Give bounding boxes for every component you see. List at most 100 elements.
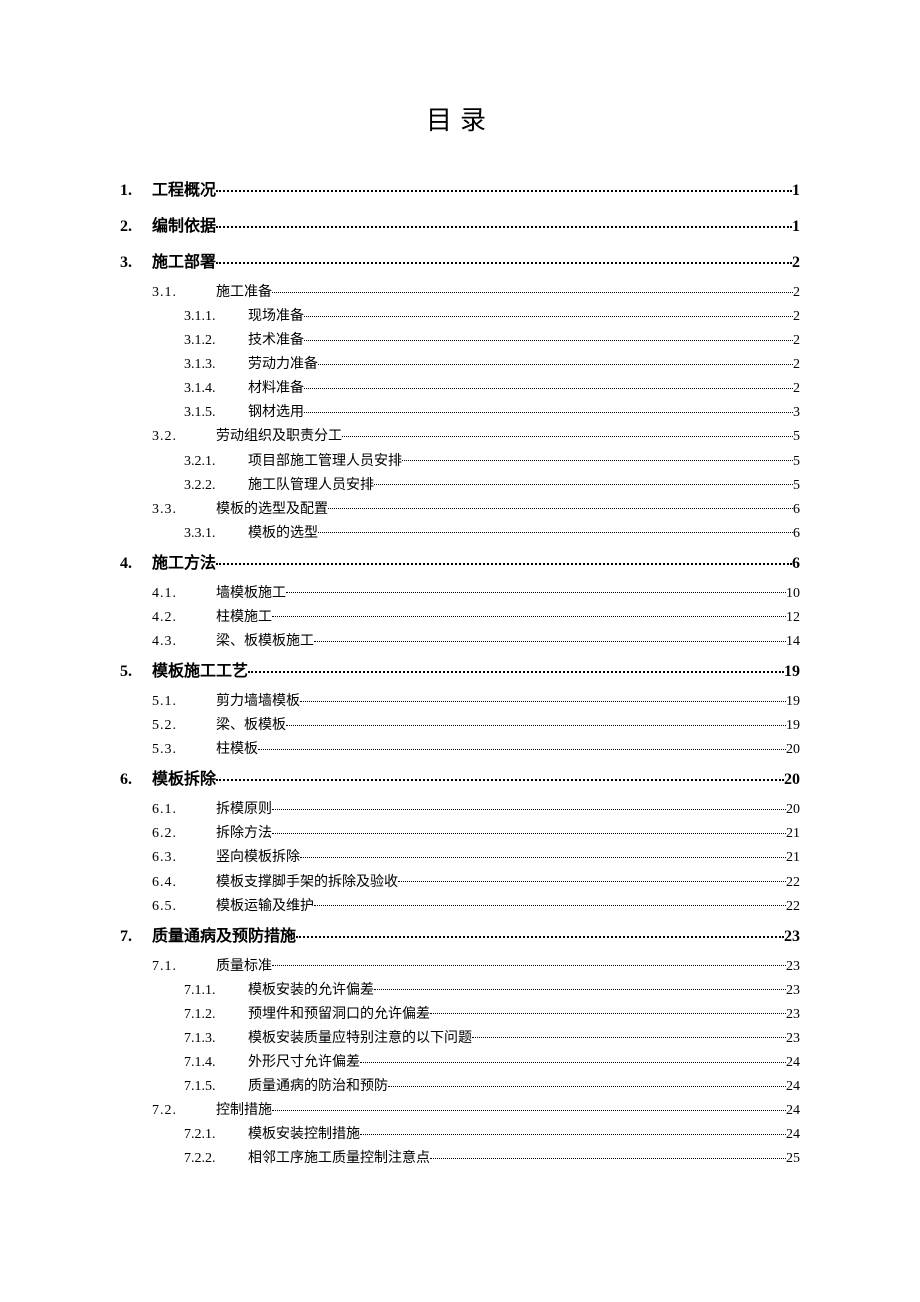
toc-dot-leader [248, 659, 784, 676]
toc-dot-leader [300, 691, 786, 705]
toc-entry-page: 10 [786, 582, 800, 606]
toc-entry-page: 19 [786, 690, 800, 714]
toc-entry: 7.2.2.相邻工序施工质量控制注意点25 [120, 1147, 800, 1171]
toc-entry-page: 2 [793, 353, 800, 377]
toc-dot-leader [304, 330, 793, 344]
toc-entry-number: 6.3. [152, 846, 214, 870]
toc-entry-label: 质量通病的防治和预防 [246, 1075, 388, 1099]
toc-entry: 7.1.5.质量通病的防治和预防24 [120, 1075, 800, 1099]
toc-entry-page: 24 [786, 1123, 800, 1147]
toc-entry-label: 梁、板模板施工 [214, 630, 314, 654]
toc-entry-page: 23 [786, 979, 800, 1003]
toc-entry-number: 6.5. [152, 895, 214, 919]
toc-entry-page: 20 [786, 738, 800, 762]
toc-entry-number: 5.1. [152, 690, 214, 714]
toc-entry-label: 拆模原则 [214, 798, 272, 822]
toc-entry-number: 3.2. [152, 425, 214, 449]
toc-entry: 3.1.施工准备2 [120, 281, 800, 305]
toc-entry: 5.模板施工工艺19 [120, 654, 800, 690]
toc-entry-label: 模板安装的允许偏差 [246, 979, 374, 1003]
toc-entry-page: 21 [786, 846, 800, 870]
toc-dot-leader [360, 1124, 786, 1138]
toc-entry-page: 24 [786, 1075, 800, 1099]
toc-dot-leader [296, 924, 784, 941]
toc-entry-number: 7.1.3. [184, 1027, 246, 1051]
toc-entry-number: 3.2.1. [184, 450, 246, 474]
toc-entry-page: 5 [793, 425, 800, 449]
toc-entry-page: 20 [786, 798, 800, 822]
toc-dot-leader [430, 1004, 786, 1018]
toc-entry-number: 7. [120, 919, 152, 955]
toc-entry-number: 5.3. [152, 738, 214, 762]
toc-entry-number: 5.2. [152, 714, 214, 738]
toc-entry-page: 2 [793, 329, 800, 353]
toc-entry-label: 模板安装质量应特别注意的以下问题 [246, 1027, 472, 1051]
toc-entry-label: 质量通病及预防措施 [152, 919, 296, 955]
toc-dot-leader [360, 1052, 786, 1066]
toc-dot-leader [402, 451, 793, 465]
toc-entry-number: 4.3. [152, 630, 214, 654]
toc-dot-leader [272, 956, 786, 970]
toc-entry-number: 5. [120, 654, 152, 690]
toc-entry-label: 项目部施工管理人员安排 [246, 450, 402, 474]
toc-entry-page: 2 [793, 281, 800, 305]
toc-entry-label: 相邻工序施工质量控制注意点 [246, 1147, 430, 1171]
toc-entry-page: 23 [784, 919, 800, 955]
toc-entry-number: 6.1. [152, 798, 214, 822]
toc-entry-label: 质量标准 [214, 955, 272, 979]
toc-entry: 4.施工方法6 [120, 546, 800, 582]
toc-entry-label: 模板支撑脚手架的拆除及验收 [214, 871, 398, 895]
toc-entry-label: 控制措施 [214, 1099, 272, 1123]
toc-entry: 5.2.梁、板模板 19 [120, 714, 800, 738]
toc-entry: 3.1.2.技术准备 2 [120, 329, 800, 353]
toc-dot-leader [328, 499, 793, 513]
toc-entry-label: 模板安装控制措施 [246, 1123, 360, 1147]
toc-dot-leader [314, 631, 786, 645]
toc-entry-label: 技术准备 [246, 329, 304, 353]
toc-entry-label: 编制依据 [152, 209, 216, 245]
toc-entry: 3.1.4.材料准备2 [120, 377, 800, 401]
toc-entry-label: 拆除方法 [214, 822, 272, 846]
toc-entry-page: 1 [792, 173, 800, 209]
toc-entry-page: 19 [786, 714, 800, 738]
toc-entry-label: 模板拆除 [152, 762, 216, 798]
toc-entry-page: 2 [792, 245, 800, 281]
toc-entry: 4.1.墙模板施工10 [120, 582, 800, 606]
toc-dot-leader [304, 402, 793, 416]
toc-dot-leader [272, 799, 786, 813]
toc-entry-number: 7.1. [152, 955, 214, 979]
toc-entry-label: 施工准备 [214, 281, 272, 305]
toc-entry-number: 6. [120, 762, 152, 798]
toc-entry-label: 竖向模板拆除 [214, 846, 300, 870]
toc-dot-leader [216, 214, 792, 231]
toc-entry-label: 梁、板模板 [214, 714, 286, 738]
toc-entry: 6.1.拆模原则 20 [120, 798, 800, 822]
toc-entry-page: 20 [784, 762, 800, 798]
toc-entry-label: 预埋件和预留洞口的允许偏差 [246, 1003, 430, 1027]
toc-entry: 3.3.1.模板的选型6 [120, 522, 800, 546]
toc-entry-page: 5 [793, 474, 800, 498]
toc-entry: 7.1.质量标准23 [120, 955, 800, 979]
toc-entry: 6.2.拆除方法21 [120, 822, 800, 846]
toc-entry-number: 3.1.1. [184, 305, 246, 329]
toc-dot-leader [430, 1148, 786, 1162]
toc-entry: 6.3.竖向模板拆除 21 [120, 846, 800, 870]
toc-dot-leader [272, 1100, 786, 1114]
toc-dot-leader [374, 475, 793, 489]
toc-dot-leader [388, 1076, 786, 1090]
toc-entry-page: 24 [786, 1099, 800, 1123]
toc-dot-leader [304, 306, 793, 320]
toc-entry: 1.工程概况1 [120, 173, 800, 209]
toc-entry-number: 3.1.2. [184, 329, 246, 353]
toc-entry: 7.1.2.预埋件和预留洞口的允许偏差23 [120, 1003, 800, 1027]
toc-entry-page: 2 [793, 305, 800, 329]
toc-entry: 2.编制依据1 [120, 209, 800, 245]
toc-entry-label: 模板施工工艺 [152, 654, 248, 690]
toc-entry-number: 7.1.4. [184, 1051, 246, 1075]
toc-dot-leader [304, 378, 793, 392]
toc-entry: 3.1.1.现场准备2 [120, 305, 800, 329]
document-page: 目录 1.工程概况12.编制依据13.施工部署23.1.施工准备23.1.1.现… [0, 0, 920, 1302]
toc-entry-label: 施工部署 [152, 245, 216, 281]
toc-entry-number: 3.2.2. [184, 474, 246, 498]
toc-entry-label: 劳动力准备 [246, 353, 318, 377]
